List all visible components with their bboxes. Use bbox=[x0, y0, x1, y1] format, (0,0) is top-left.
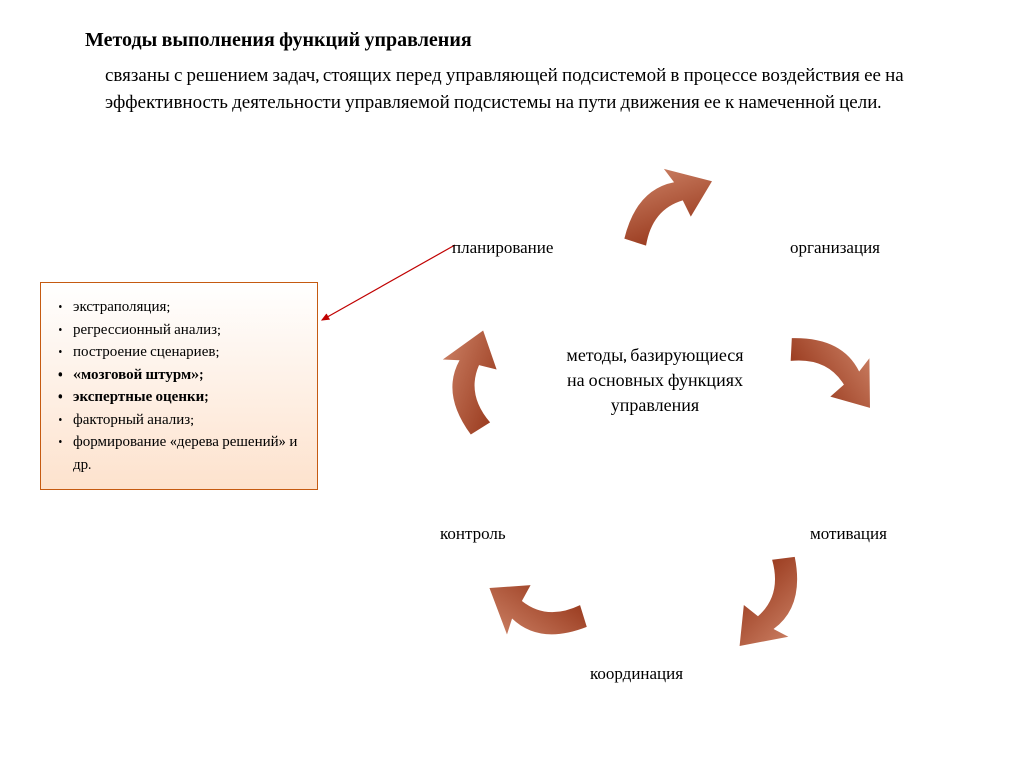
label-motivation: мотивация bbox=[810, 524, 887, 544]
page-subtitle: связаны с решением задач, стоящих перед … bbox=[105, 62, 925, 115]
cycle-center-text: методы, базирующиеся на основных функция… bbox=[565, 343, 745, 419]
label-planning: планирование bbox=[452, 238, 553, 258]
callout-item: регрессионный анализ; bbox=[73, 318, 303, 341]
cycle-arrow-4 bbox=[465, 539, 615, 682]
cycle-arrow-5 bbox=[412, 313, 538, 457]
callout-item: факторный анализ; bbox=[73, 408, 303, 431]
callout-list: экстраполяция; регрессионный анализ; пос… bbox=[55, 295, 303, 475]
callout-item: экстраполяция; bbox=[73, 295, 303, 318]
label-control: контроль bbox=[440, 524, 506, 544]
cycle-arrow-1 bbox=[593, 147, 737, 273]
callout-box: экстраполяция; регрессионный анализ; пос… bbox=[40, 282, 318, 490]
cycle-arrow-3 bbox=[696, 526, 844, 674]
cycle-arrow-2 bbox=[759, 295, 902, 445]
callout-item: формирование «дерева решений» и др. bbox=[73, 430, 303, 475]
callout-item: построение сценариев; bbox=[73, 340, 303, 363]
callout-item: «мозговой штурм»; bbox=[73, 363, 303, 386]
label-organization: организация bbox=[790, 238, 880, 258]
label-coordination: координация bbox=[590, 664, 683, 684]
page-title: Методы выполнения функций управления bbox=[85, 28, 472, 52]
callout-item: экспертные оценки; bbox=[73, 385, 303, 408]
